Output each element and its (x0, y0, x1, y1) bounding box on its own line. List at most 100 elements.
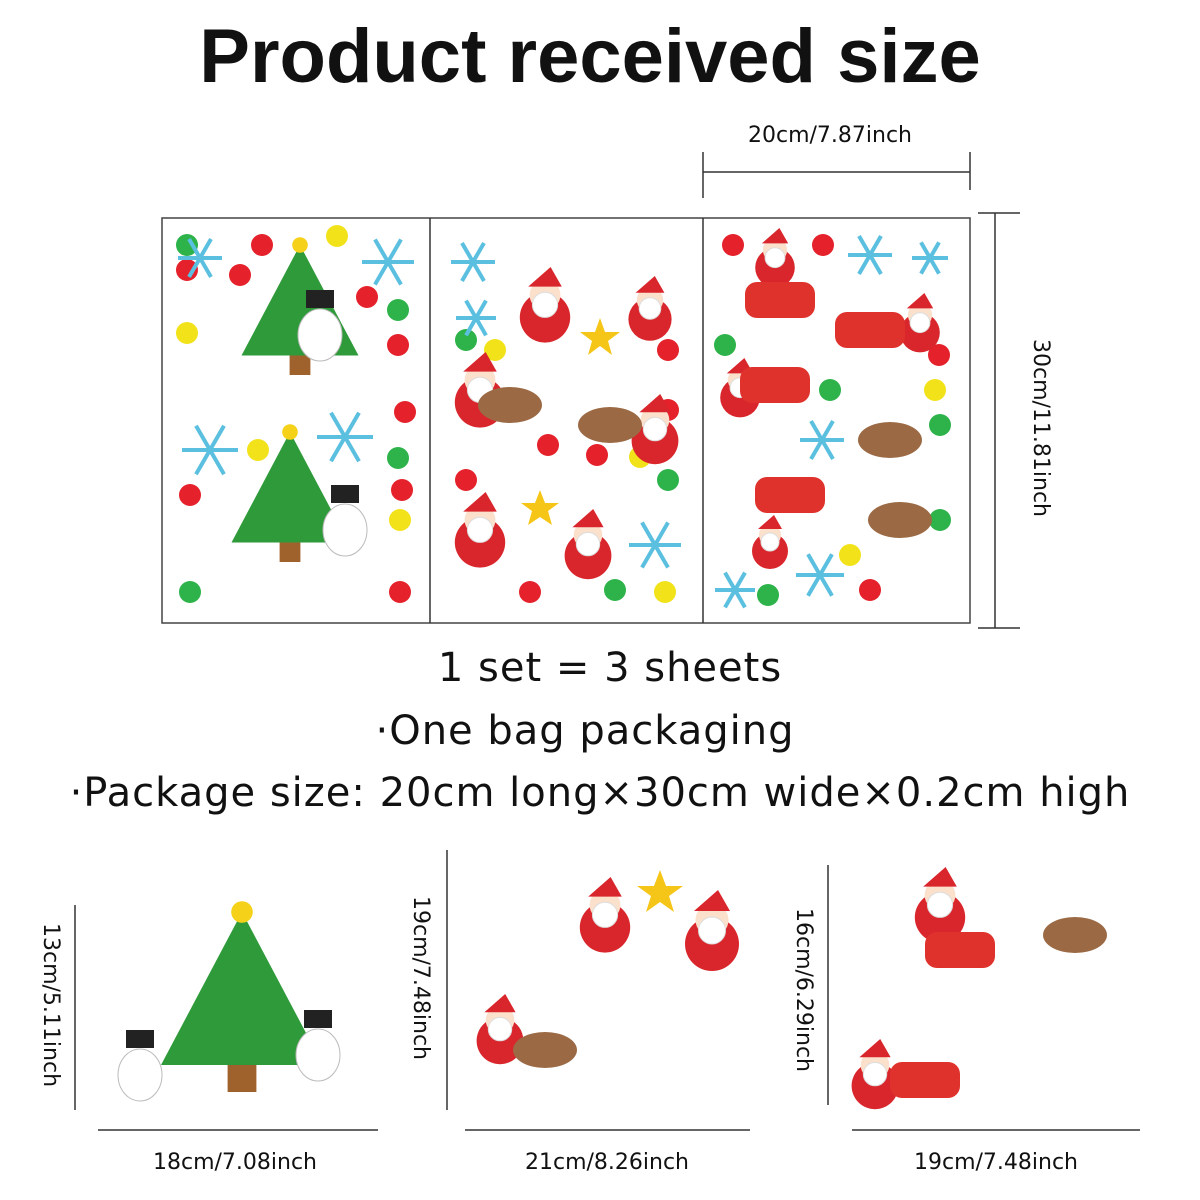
snowman-hat (126, 1030, 154, 1048)
dot (928, 344, 950, 366)
santa-beard (466, 516, 494, 543)
sleigh (755, 477, 825, 513)
dot (722, 234, 744, 256)
dot (387, 334, 409, 356)
dot (839, 544, 861, 566)
sheet-frame (161, 217, 971, 624)
info-line: 1 set = 3 sheets (438, 645, 782, 691)
santa-beard (764, 247, 786, 269)
dot (176, 322, 198, 344)
dot (387, 299, 409, 321)
snowflake (809, 419, 835, 461)
snowflake (723, 571, 747, 609)
santa-hat (859, 1039, 891, 1058)
dot (389, 509, 411, 531)
dot (176, 259, 198, 281)
santa-hat (484, 994, 516, 1013)
tree (161, 912, 323, 1065)
snowman (117, 1048, 163, 1102)
dot (387, 447, 409, 469)
dot (819, 379, 841, 401)
santa-beard (487, 1016, 513, 1042)
santa-beard (760, 532, 780, 552)
santa-beard (926, 891, 954, 918)
santa-beard (642, 416, 668, 442)
santa-hat (758, 515, 782, 529)
title: Product received size (199, 14, 980, 99)
santa-beard (638, 297, 662, 320)
santa-hat (761, 228, 789, 244)
dot (326, 225, 348, 247)
dot (179, 484, 201, 506)
dot (179, 581, 201, 603)
dot (247, 439, 269, 461)
santa-hat (572, 509, 604, 528)
santa-beard (575, 531, 601, 557)
santa-hat (635, 276, 665, 293)
reindeer (868, 502, 932, 538)
item-width-label: 21cm/8.26inch (525, 1150, 689, 1175)
sleigh (890, 1062, 960, 1098)
santa-hat (923, 867, 957, 887)
dot (251, 234, 273, 256)
dot (657, 469, 679, 491)
item-height-label: 13cm/5.11inch (38, 923, 63, 1087)
star (637, 870, 683, 912)
item-width-label: 18cm/7.08inch (153, 1150, 317, 1175)
tree-trunk (227, 1065, 257, 1092)
snowflake (919, 241, 941, 275)
santa-beard (909, 312, 931, 334)
item-width-label: 19cm/7.48inch (914, 1150, 1078, 1175)
snowman-hat (331, 485, 359, 503)
info-line: ·Package size: 20cm long×30cm wide×0.2cm… (70, 770, 1131, 816)
tree-trunk (289, 355, 311, 375)
snowman (297, 308, 343, 362)
dot (455, 469, 477, 491)
dot (929, 509, 951, 531)
snowflake (857, 234, 883, 276)
star (231, 901, 253, 923)
dot (812, 234, 834, 256)
dot (859, 579, 881, 601)
dot (604, 579, 626, 601)
star (282, 424, 298, 440)
dot (229, 264, 251, 286)
dot (657, 339, 679, 361)
snowman (322, 503, 368, 557)
sleigh (925, 932, 995, 968)
santa-hat (906, 293, 934, 309)
dot (394, 401, 416, 423)
height-label: 30cm/11.81inch (1028, 339, 1053, 517)
santa-beard (698, 916, 726, 945)
dot (537, 434, 559, 456)
snowflake (806, 553, 834, 597)
sleigh (745, 282, 815, 318)
reindeer (858, 422, 922, 458)
santa-hat (463, 492, 497, 512)
dot (176, 234, 198, 256)
snowflake (187, 237, 213, 279)
tree-trunk (279, 542, 301, 562)
dot (455, 329, 477, 351)
reindeer (513, 1032, 577, 1068)
reindeer (1043, 917, 1107, 953)
item-height-label: 16cm/6.29inch (791, 908, 816, 1072)
santa-beard (591, 901, 619, 928)
dot (924, 379, 946, 401)
dot (484, 339, 506, 361)
dot (519, 581, 541, 603)
tree (231, 432, 349, 543)
dot (586, 444, 608, 466)
dot (389, 581, 411, 603)
snowman-hat (306, 290, 334, 308)
sleigh (740, 367, 810, 403)
snowflake (460, 241, 486, 283)
santa-beard (862, 1061, 888, 1087)
santa-hat (528, 267, 562, 287)
info-line: ·One bag packaging (376, 708, 795, 754)
snowflake (464, 299, 488, 337)
item-height-label: 19cm/7.48inch (408, 896, 433, 1060)
snowflake (373, 238, 403, 286)
